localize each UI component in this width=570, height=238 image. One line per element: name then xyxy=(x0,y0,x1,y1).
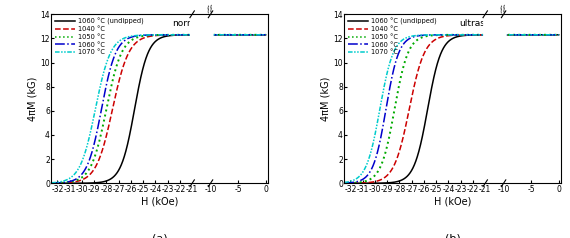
Text: (b): (b) xyxy=(445,234,461,238)
Text: (a): (a) xyxy=(152,234,168,238)
X-axis label: H (kOe): H (kOe) xyxy=(434,196,471,206)
Legend: 1060 °C (undipped), 1040 °C, 1050 °C, 1060 °C, 1070 °C: 1060 °C (undipped), 1040 °C, 1050 °C, 10… xyxy=(347,16,438,57)
Y-axis label: 4πM (kG): 4πM (kG) xyxy=(27,77,38,121)
Text: ultrasonic: ultrasonic xyxy=(459,19,503,28)
X-axis label: H (kOe): H (kOe) xyxy=(141,196,178,206)
Text: //: // xyxy=(499,4,507,14)
Y-axis label: 4πM (kG): 4πM (kG) xyxy=(320,77,331,121)
Text: //: // xyxy=(206,4,214,14)
Text: normal: normal xyxy=(172,19,204,28)
Legend: 1060 °C (undipped), 1040 °C, 1050 °C, 1060 °C, 1070 °C: 1060 °C (undipped), 1040 °C, 1050 °C, 10… xyxy=(54,16,145,57)
